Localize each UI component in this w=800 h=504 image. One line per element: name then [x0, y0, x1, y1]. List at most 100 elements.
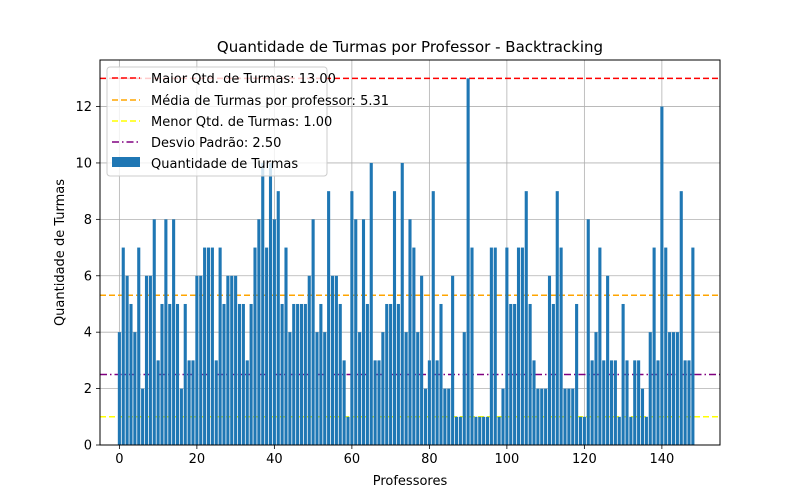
legend-label-min: Menor Qtd. de Turmas: 1.00: [151, 115, 332, 130]
bar: [365, 303, 369, 445]
bar: [474, 416, 478, 445]
bar: [644, 416, 648, 445]
bars: [117, 78, 695, 446]
bar: [230, 275, 234, 445]
bar: [307, 275, 311, 445]
bar: [408, 219, 412, 445]
bar: [168, 303, 172, 445]
bar: [303, 303, 307, 445]
bar: [458, 416, 462, 445]
chart-title: Quantidade de Turmas por Professor - Bac…: [217, 38, 603, 56]
bar: [125, 275, 129, 445]
bar: [660, 106, 664, 446]
bar: [179, 388, 183, 445]
legend-label-mean: Média de Turmas por professor: 5.31: [151, 94, 389, 109]
bar: [613, 360, 617, 445]
x-axis-ticks: 0 20 40 60 80 100 120 140: [115, 445, 674, 467]
bar: [385, 303, 389, 445]
x-tick-label: 80: [421, 452, 438, 467]
bar: [299, 303, 304, 445]
bar: [578, 416, 583, 445]
legend-swatch-bars: [112, 157, 140, 167]
bar: [528, 303, 532, 445]
bar: [606, 275, 610, 445]
y-tick-label: 0: [84, 439, 92, 454]
legend-label-bars: Quantidade de Turmas: [151, 157, 298, 172]
bar: [524, 191, 528, 445]
bar: [330, 275, 335, 445]
y-axis-label: Quantidade de Turmas: [53, 179, 68, 326]
bar: [435, 360, 439, 445]
x-tick-label: 20: [189, 452, 206, 467]
legend-label-max: Maior Qtd. de Turmas: 13.00: [151, 72, 336, 87]
y-tick-label: 12: [75, 100, 92, 115]
bar: [451, 275, 455, 445]
bar: [489, 247, 493, 445]
bar: [617, 416, 621, 445]
bar: [381, 332, 385, 445]
bar: [586, 219, 590, 445]
bar: [621, 303, 625, 445]
bar: [354, 219, 358, 445]
bar: [629, 416, 633, 445]
bar: [679, 191, 683, 445]
bar: [544, 388, 548, 445]
bar: [327, 191, 331, 445]
bar: [497, 416, 501, 445]
legend-box: [106, 66, 328, 177]
bar: [555, 191, 559, 445]
y-axis-ticks: 0 2 4 6 8 10 12: [75, 100, 100, 454]
y-tick-label: 6: [84, 269, 92, 284]
bar: [625, 360, 629, 445]
bar: [175, 303, 180, 445]
bar: [342, 360, 346, 445]
bar: [141, 388, 145, 445]
x-tick-label: 0: [115, 452, 123, 467]
bar: [315, 332, 319, 445]
y-tick-label: 2: [84, 382, 92, 397]
bar: [683, 360, 687, 445]
x-tick-label: 40: [266, 452, 283, 467]
bar: [466, 78, 470, 445]
bar: [392, 191, 397, 445]
bar: [485, 416, 490, 445]
bar: [687, 360, 691, 445]
bar: [369, 162, 373, 445]
x-tick-label: 60: [344, 452, 361, 467]
bar: [516, 247, 521, 445]
y-tick-label: 8: [84, 213, 92, 228]
bar: [245, 360, 249, 445]
bar: [668, 332, 672, 445]
bar: [311, 219, 315, 445]
bar: [133, 332, 137, 445]
bar: [222, 303, 226, 445]
bar: [268, 162, 273, 445]
bar: [423, 388, 428, 445]
bar: [563, 388, 567, 445]
bar: [513, 303, 517, 445]
bar: [389, 303, 393, 445]
bar: [191, 360, 195, 445]
x-axis-label: Professores: [373, 474, 448, 489]
x-tick-label: 120: [572, 452, 597, 467]
bar: [117, 332, 121, 445]
bar: [462, 332, 466, 445]
bar: [633, 360, 637, 445]
bar: [532, 360, 536, 445]
bar: [261, 162, 265, 445]
bar: [575, 303, 579, 445]
bar: [203, 247, 207, 445]
bar: [288, 332, 292, 445]
bar: [350, 191, 354, 445]
bar: [664, 247, 668, 445]
bar: [536, 388, 540, 445]
bar: [137, 247, 141, 445]
bar: [540, 388, 544, 445]
bar: [400, 162, 404, 445]
legend: Maior Qtd. de Turmas: 13.00 Média de Tur…: [106, 66, 389, 177]
bar: [416, 332, 420, 445]
bar: [482, 416, 486, 445]
y-tick-label: 10: [75, 156, 92, 171]
bar: [509, 303, 513, 445]
bar: [334, 275, 338, 445]
